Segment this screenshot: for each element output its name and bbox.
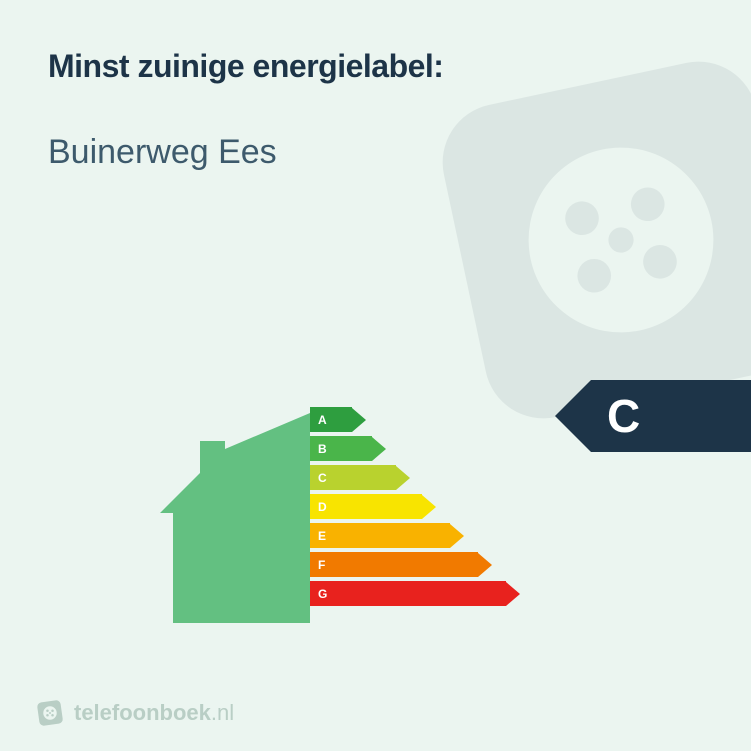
- energy-bar-label: C: [310, 465, 396, 490]
- result-badge: C: [555, 380, 751, 452]
- house-icon: [155, 413, 310, 623]
- energy-bar-a: A: [310, 407, 520, 432]
- footer-logo-icon: [36, 699, 64, 727]
- result-badge-label: C: [591, 380, 751, 452]
- energy-bar-label: G: [310, 581, 506, 606]
- energy-bar-b: B: [310, 436, 520, 461]
- energy-bar-label: E: [310, 523, 450, 548]
- energy-label-card: Minst zuinige energielabel: Buinerweg Ee…: [0, 0, 751, 751]
- energy-bar-label: A: [310, 407, 352, 432]
- energy-bar-label: D: [310, 494, 422, 519]
- bar-arrowhead: [352, 408, 366, 432]
- result-badge-arrow: [555, 380, 591, 452]
- energy-bar-label: B: [310, 436, 372, 461]
- bar-arrowhead: [478, 553, 492, 577]
- energy-bar-d: D: [310, 494, 520, 519]
- footer: telefoonboek.nl: [36, 699, 234, 727]
- bar-arrowhead: [506, 582, 520, 606]
- bar-arrowhead: [450, 524, 464, 548]
- footer-brand-bold: telefoonboek: [74, 700, 211, 725]
- energy-bar-e: E: [310, 523, 520, 548]
- energy-bar-f: F: [310, 552, 520, 577]
- footer-brand-suffix: .nl: [211, 700, 234, 725]
- bar-arrowhead: [396, 466, 410, 490]
- bar-arrowhead: [372, 437, 386, 461]
- energy-bar-label: F: [310, 552, 478, 577]
- footer-brand: telefoonboek.nl: [74, 700, 234, 726]
- energy-bar-c: C: [310, 465, 520, 490]
- bar-arrowhead: [422, 495, 436, 519]
- energy-bars: ABCDEFG: [310, 407, 520, 610]
- energy-bar-g: G: [310, 581, 520, 606]
